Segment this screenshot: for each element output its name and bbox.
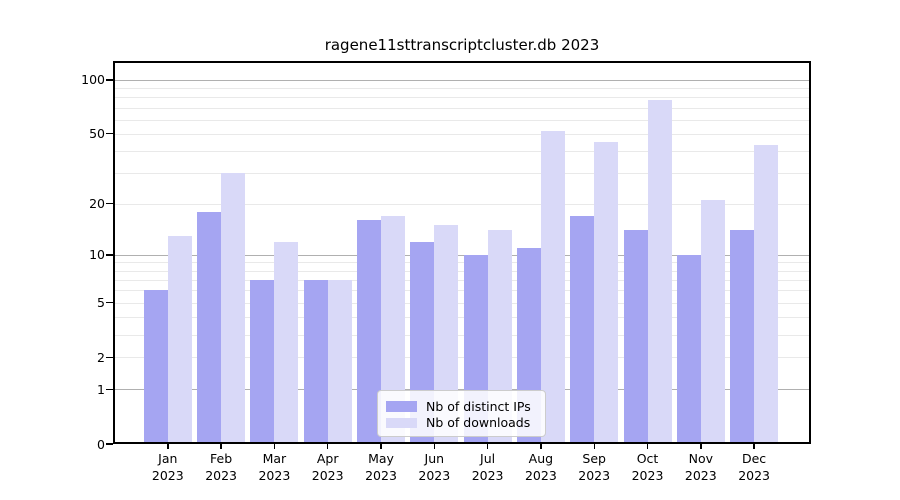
y-tick-mark-10 [106,254,113,256]
y-tick-label-20: 20 [89,196,105,212]
bar-distinct-ips-apr [303,279,328,444]
x-tick-label-sep: Sep 2023 [578,451,611,483]
x-tick-label-apr: Apr 2023 [311,451,344,483]
bar-distinct-ips-jan [143,290,168,444]
y-tick-label-10: 10 [89,247,105,263]
bar-distinct-ips-oct [623,230,648,444]
x-tick-label-aug: Aug 2023 [524,451,557,483]
legend: Nb of distinct IPs Nb of downloads [377,390,546,437]
plot-area [113,61,811,444]
gridline-8 [113,270,811,272]
gridline-40 [113,150,811,152]
x-tick-mark-mar [273,444,276,449]
gridline-1 [113,389,811,391]
bar-distinct-ips-nov [676,254,701,444]
bar-downloads-mar [274,241,299,444]
gridline-4 [113,317,811,318]
x-tick-mark-sep [593,444,595,449]
bar-distinct-ips-dec [730,230,755,444]
legend-entry-downloads: Nb of downloads [386,415,545,432]
y-tick-label-100: 100 [81,72,105,88]
x-tick-mark-apr [326,444,329,449]
x-tick-label-jan: Jan 2023 [151,451,184,483]
y-tick-label-2: 2 [97,349,105,365]
y-tick-label-50: 50 [89,126,105,142]
bar-distinct-ips-feb [197,211,222,444]
y-tick-label-0: 0 [97,436,105,452]
gridline-80 [113,97,811,99]
y-tick-mark-0 [106,443,113,445]
bar-downloads-sep [594,141,619,444]
bar-downloads-jan [167,235,192,444]
y-tick-mark-1 [106,388,113,390]
y-tick-mark-100 [106,79,113,81]
x-tick-label-mar: Mar 2023 [258,451,291,483]
y-tick-label-1: 1 [97,381,105,397]
x-tick-mark-feb [220,444,222,449]
gridline-20 [113,203,811,205]
bar-downloads-dec [754,145,779,444]
legend-swatch-distinct-ips-icon [386,401,417,412]
legend-label-distinct-ips: Nb of distinct IPs [426,398,531,414]
x-tick-mark-jul [486,444,489,449]
gridline-7 [113,279,811,281]
x-tick-label-feb: Feb 2023 [205,451,237,483]
x-tick-mark-nov [700,444,702,449]
x-tick-mark-dec [753,444,755,449]
x-tick-label-jul: Jul 2023 [471,451,504,483]
y-tick-mark-20 [106,202,113,205]
x-tick-mark-jun [433,444,436,449]
x-tick-label-oct: Oct 2023 [631,451,664,483]
x-tick-mark-may [380,444,382,449]
gridline-3 [113,334,811,336]
legend-swatch-downloads-icon [386,417,417,428]
bar-downloads-apr [327,279,352,444]
x-tick-label-dec: Dec 2023 [738,451,770,483]
gridline-10 [113,254,811,256]
gridline-50 [113,133,811,135]
bar-distinct-ips-sep [570,215,595,444]
y-tick-mark-5 [106,301,113,304]
y-tick-mark-2 [106,356,113,358]
x-tick-mark-jan [167,444,169,449]
chart-title: ragene11sttranscriptcluster.db 2023 [324,36,600,54]
bar-downloads-nov [700,200,725,444]
gridline-60 [113,119,811,121]
bar-downloads-feb [221,172,246,444]
gridline-70 [113,107,811,109]
legend-entry-distinct-ips: Nb of distinct IPs [386,398,545,415]
gridline-6 [113,290,811,292]
gridline-30 [113,172,811,174]
bar-downloads-oct [647,100,672,444]
gridline-90 [113,87,811,89]
x-tick-label-may: May 2023 [365,451,397,483]
legend-label-downloads: Nb of downloads [426,415,531,431]
bar-distinct-ips-mar [250,279,275,444]
x-tick-label-jun: Jun 2023 [418,451,451,483]
gridline-100 [113,79,811,81]
x-tick-mark-aug [540,444,542,449]
gridline-5 [113,302,811,304]
gridline-2 [113,357,811,359]
y-tick-mark-50 [106,132,113,135]
y-tick-label-5: 5 [97,295,105,311]
gridline-9 [113,262,811,264]
x-tick-mark-oct [646,444,649,449]
x-tick-label-nov: Nov 2023 [684,451,717,483]
